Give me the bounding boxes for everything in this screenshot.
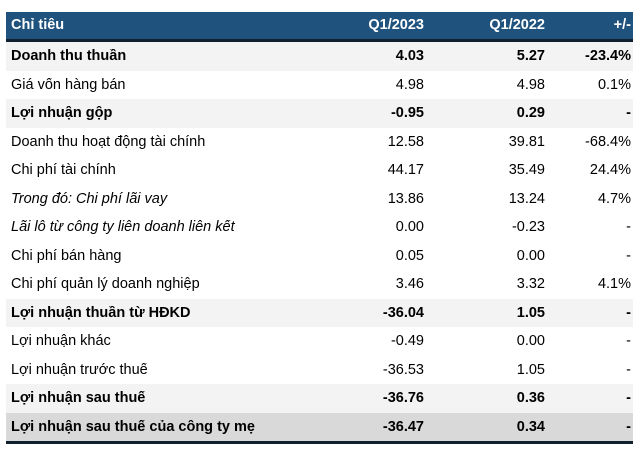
cell-q1-2023: 3.46 [395, 276, 424, 292]
cell-q1-2022: 1.05 [516, 304, 545, 321]
header-change: +/- [613, 17, 631, 34]
cell-q1-2023: 4.03 [395, 48, 424, 64]
table-row: Giá vốn hàng bán 4.98 4.98 0.1% [6, 70, 633, 99]
header-q1-2023: Q1/2023 [368, 17, 424, 34]
header-q1-2022: Q1/2022 [489, 17, 545, 34]
cell-change: - [626, 219, 631, 235]
cell-q1-2023: -36.47 [382, 418, 424, 435]
cell-q1-2023: -36.04 [382, 304, 424, 321]
table-row: Lợi nhuận khác -0.49 0.00 - [6, 327, 633, 356]
cell-change: - [626, 304, 631, 321]
cell-change: -68.4% [585, 133, 631, 150]
cell-q1-2022: 1.05 [516, 361, 545, 378]
row-label: Lợi nhuận thuần từ HĐKD [11, 305, 191, 320]
cell-q1-2022: 4.98 [516, 76, 545, 93]
table-header: Chỉ tiêu Q1/2023 Q1/2022 +/- [6, 12, 633, 42]
table-row: Trong đó: Chi phí lãi vay 13.86 13.24 4.… [6, 184, 633, 213]
table-row: Lợi nhuận trước thuế -36.53 1.05 - [6, 355, 633, 384]
cell-q1-2023: -36.53 [382, 361, 424, 378]
cell-change: - [626, 333, 631, 349]
row-label: Trong đó: Chi phí lãi vay [11, 191, 168, 206]
row-label: Lợi nhuận khác [11, 334, 111, 349]
cell-q1-2022: 3.32 [516, 276, 545, 292]
table-row: Chi phí tài chính 44.17 35.49 24.4% [6, 156, 633, 185]
cell-q1-2022: 0.00 [516, 333, 545, 349]
row-label: Chi phí tài chính [11, 163, 116, 178]
cell-q1-2023: 12.58 [387, 133, 424, 150]
cell-q1-2022: 0.36 [516, 390, 545, 406]
cell-q1-2022: 0.34 [516, 418, 545, 435]
cell-q1-2022: 0.29 [516, 105, 545, 121]
table-row: Doanh thu thuần 4.03 5.27 -23.4% [6, 42, 633, 71]
table-row: Lợi nhuận thuần từ HĐKD -36.04 1.05 - [6, 298, 633, 327]
row-label: Giá vốn hàng bán [11, 77, 126, 92]
table-row: Doanh thu hoạt động tài chính 12.58 39.8… [6, 127, 633, 156]
table-row: Lợi nhuận sau thuế của công ty mẹ -36.47… [6, 412, 633, 441]
cell-q1-2023: 0.00 [395, 219, 424, 235]
row-label: Lợi nhuận sau thuế của công ty mẹ [11, 419, 255, 434]
table-row: Chi phí bán hàng 0.05 0.00 - [6, 241, 633, 270]
cell-change: - [626, 105, 631, 121]
cell-q1-2023: -0.95 [390, 105, 424, 121]
cell-q1-2023: -0.49 [390, 333, 424, 349]
cell-q1-2023: -36.76 [382, 390, 424, 406]
row-label: Chi phí quản lý doanh nghiệp [11, 277, 200, 292]
row-label: Lợi nhuận sau thuế [11, 391, 146, 406]
financial-results-table: Chỉ tiêu Q1/2023 Q1/2022 +/- Doanh thu t… [6, 12, 633, 444]
cell-q1-2022: 13.24 [508, 190, 545, 207]
cell-q1-2022: 5.27 [516, 48, 545, 64]
cell-q1-2023: 4.98 [395, 76, 424, 93]
cell-q1-2022: 35.49 [508, 162, 545, 178]
cell-change: 0.1% [597, 76, 631, 93]
header-criteria: Chỉ tiêu [11, 18, 65, 33]
cell-change: -23.4% [585, 48, 631, 64]
row-label: Lợi nhuận trước thuế [11, 362, 148, 377]
cell-change: - [626, 361, 631, 378]
cell-q1-2022: 39.81 [508, 133, 545, 150]
cell-q1-2022: 0.00 [516, 247, 545, 264]
cell-q1-2023: 44.17 [387, 162, 424, 178]
cell-change: 4.1% [597, 276, 631, 292]
cell-change: - [626, 390, 631, 406]
table-row: Lợi nhuận gộp -0.95 0.29 - [6, 99, 633, 128]
row-label: Chi phí bán hàng [11, 248, 122, 263]
cell-change: 24.4% [589, 162, 631, 178]
row-label: Doanh thu hoạt động tài chính [11, 134, 206, 149]
cell-change: - [626, 418, 631, 435]
table-row: Lãi lỗ từ công ty liên doanh liên kết 0.… [6, 213, 633, 242]
cell-q1-2023: 0.05 [395, 247, 424, 264]
cell-change: 4.7% [597, 190, 631, 207]
cell-change: - [626, 247, 631, 264]
cell-q1-2023: 13.86 [387, 190, 424, 207]
cell-q1-2022: -0.23 [511, 219, 545, 235]
row-label: Doanh thu thuần [11, 49, 127, 64]
row-label: Lãi lỗ từ công ty liên doanh liên kết [11, 220, 235, 235]
table-row: Lợi nhuận sau thuế -36.76 0.36 - [6, 384, 633, 413]
row-label: Lợi nhuận gộp [11, 106, 113, 121]
table-row: Chi phí quản lý doanh nghiệp 3.46 3.32 4… [6, 270, 633, 299]
